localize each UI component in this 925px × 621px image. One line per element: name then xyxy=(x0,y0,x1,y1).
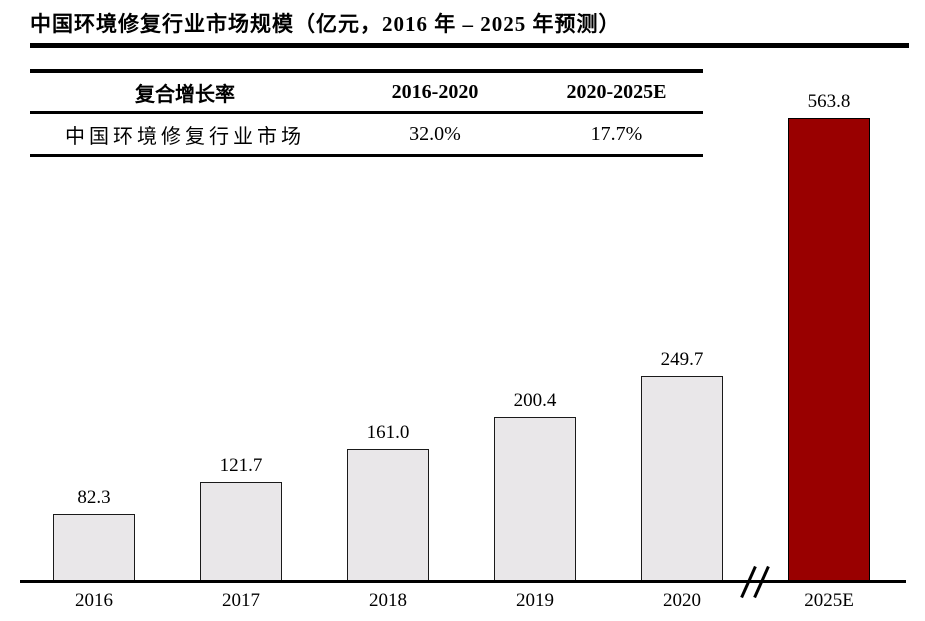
bar xyxy=(200,482,282,582)
bar-group-2017: 121.7 2017 xyxy=(200,455,282,611)
x-axis-label: 2019 xyxy=(516,590,554,611)
bar-value-label: 161.0 xyxy=(366,422,410,443)
table-header-2020-2025e: 2020-2025E xyxy=(566,80,667,103)
x-axis-label: 2025E xyxy=(804,590,854,611)
table-cell-market-label: 中国环境修复行业市场 xyxy=(65,125,305,148)
table-header-row: 复合增长率 2016-2020 2020-2025E xyxy=(30,73,703,114)
x-axis-label: 2020 xyxy=(663,590,701,611)
bar xyxy=(347,449,429,582)
title-underline-rule xyxy=(30,43,909,48)
bar-chart: 82.3 2016 121.7 2017 161.0 2018 200.4 2019 249.7… xyxy=(0,60,925,621)
bar xyxy=(53,514,135,582)
x-axis-label: 2016 xyxy=(75,590,113,611)
table-header-metric: 复合增长率 xyxy=(135,83,235,106)
table-cell-cagr-2016-2020: 32.0% xyxy=(409,122,461,145)
x-axis-label: 2018 xyxy=(369,590,407,611)
bar-group-2016: 82.3 2016 xyxy=(53,487,135,611)
cagr-summary-table: 复合增长率 2016-2020 2020-2025E 中国环境修复行业市场 32… xyxy=(30,69,703,157)
table-header-2016-2020: 2016-2020 xyxy=(391,80,479,103)
table-row: 中国环境修复行业市场 32.0% 17.7% xyxy=(30,114,703,154)
bar-value-label: 249.7 xyxy=(660,349,704,370)
bar-highlight-2025e xyxy=(788,118,870,582)
bar-group-2020: 249.7 2020 xyxy=(641,349,723,611)
chart-title: 中国环境修复行业市场规模（亿元，2016 年 – 2025 年预测） xyxy=(30,12,621,36)
x-axis-line xyxy=(20,580,906,583)
bar-value-label: 200.4 xyxy=(513,390,557,411)
bar xyxy=(494,417,576,582)
table-cell-cagr-2020-2025e: 17.7% xyxy=(590,122,643,145)
bar-value-label: 563.8 xyxy=(807,91,851,112)
x-axis-label: 2017 xyxy=(222,590,260,611)
bar xyxy=(641,376,723,582)
bar-group-2025E: 563.8 2025E xyxy=(788,91,870,611)
bar-value-label: 82.3 xyxy=(77,487,111,508)
bar-series: 82.3 2016 121.7 2017 161.0 2018 200.4 2019 249.7… xyxy=(53,91,870,611)
bar-group-2018: 161.0 2018 xyxy=(347,422,429,611)
bar-group-2019: 200.4 2019 xyxy=(494,390,576,611)
bar-value-label: 121.7 xyxy=(219,455,263,476)
